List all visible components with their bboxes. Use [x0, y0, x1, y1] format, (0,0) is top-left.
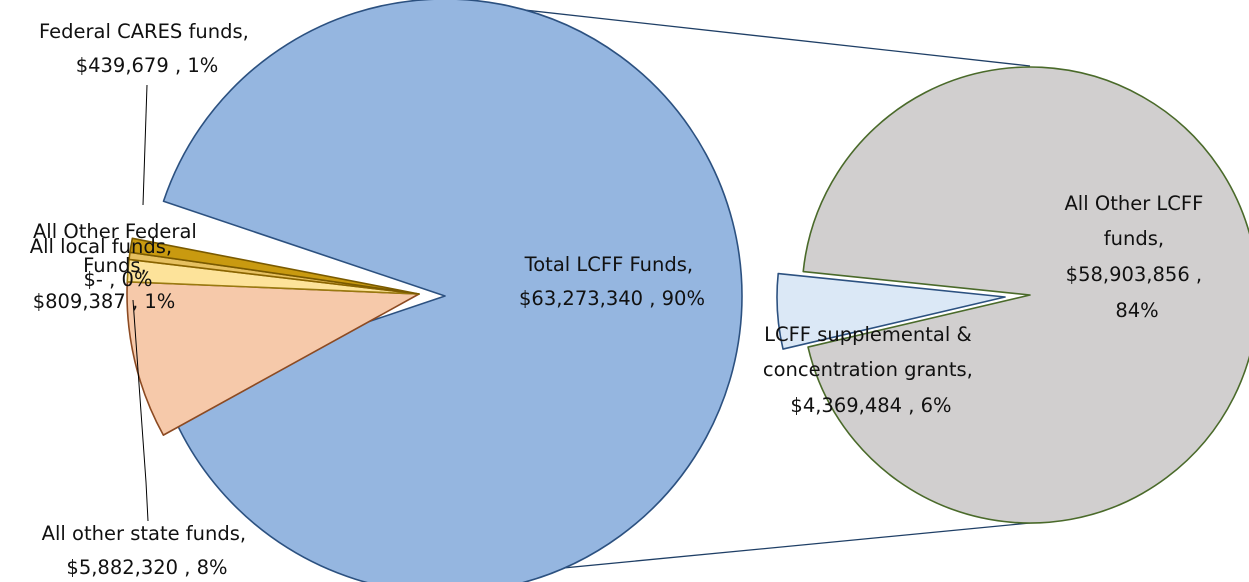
connector-line-top — [469, 3, 1031, 67]
label-all-other-state-line2: $5,882,320 , 8% — [66, 556, 227, 579]
label-all-other-state-funds: All other state funds, $5,882,320 , 8% — [42, 522, 253, 579]
slice-lcff-supplemental-concentration-grants — [776, 272, 1006, 350]
label-federal-cares-line1: Federal CARES funds, — [39, 20, 249, 43]
label-all-other-federal-line1: All Other Federal — [33, 220, 197, 243]
label-all-other-lcff-line3: $58,903,856 , — [1066, 263, 1202, 286]
label-total-lcff-funds: Total LCFF Funds, $63,273,340 , 90% — [519, 253, 705, 310]
slice-total-lcff-funds — [162, 0, 743, 582]
label-total-lcff-line1: Total LCFF Funds, — [524, 253, 693, 276]
slice-federal-cares-funds — [129, 237, 420, 295]
label-all-other-lcff-line2: funds, — [1104, 227, 1164, 250]
label-federal-cares: Federal CARES funds, $439,679 , 1% — [39, 20, 255, 77]
leader-line-state — [132, 299, 149, 522]
label-all-local-funds-line2: $809,387 , 1% — [33, 290, 176, 313]
label-total-lcff-line2: $63,273,340 , 90% — [519, 287, 705, 310]
label-lcff-supplemental-line2: concentration grants, — [763, 358, 973, 381]
label-lcff-supplemental: LCFF supplemental & concentration grants… — [763, 323, 979, 417]
slice-all-other-state-funds — [126, 280, 420, 436]
label-all-other-lcff-line1: All Other LCFF — [1064, 192, 1203, 215]
label-all-other-lcff-funds: All Other LCFF funds, $58,903,856 , 84% — [1064, 192, 1209, 322]
label-lcff-supplemental-line3: $4,369,484 , 6% — [790, 394, 951, 417]
leader-line-cares — [142, 84, 148, 206]
label-lcff-supplemental-line1: LCFF supplemental & — [764, 323, 972, 346]
label-all-other-federal-line3: $- , 0% — [84, 268, 153, 291]
label-all-other-state-line1: All other state funds, — [42, 522, 246, 545]
label-all-other-federal-funds: All Other Federal Funds, $- , 0% — [33, 220, 203, 291]
label-all-local-funds-line1: All local funds, — [30, 235, 172, 258]
slice-all-other-lcff-funds — [802, 66, 1249, 524]
label-all-other-lcff-line4: 84% — [1115, 299, 1158, 322]
label-federal-cares-line2: $439,679 , 1% — [76, 54, 219, 77]
label-all-local-funds: All local funds, $809,387 , 1% — [30, 235, 179, 313]
label-all-other-federal-line2: Funds, — [83, 254, 147, 277]
